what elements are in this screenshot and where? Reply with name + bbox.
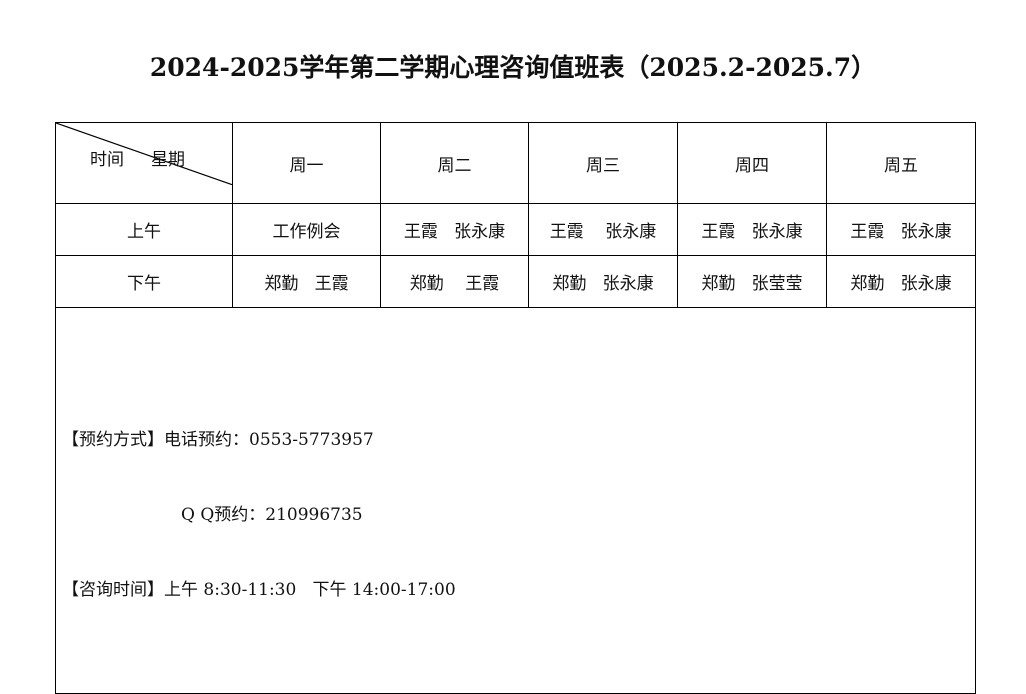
corner-cell: 时间 星期: [55, 122, 233, 204]
phone-booking: 电话预约：0553-5773957: [164, 430, 374, 450]
duty-cell: 王霞 张永康: [528, 203, 678, 256]
day-header: 周四: [677, 122, 827, 204]
duty-cell: 王霞 张永康: [380, 203, 529, 256]
table-row: 下午 郑勤 王霞 郑勤 王霞 郑勤 张永康 郑勤 张莹莹 郑勤 张永康: [55, 255, 976, 308]
consult-hours: 上午 8:30-11:30 下午 14:00-17:00: [164, 580, 456, 600]
duty-cell: 郑勤 王霞: [380, 255, 529, 308]
qq-booking: Q Q预约：210996735: [181, 505, 363, 525]
corner-label: 时间 星期: [90, 150, 186, 170]
duty-cell: 郑勤 张永康: [528, 255, 678, 308]
hours-label: 【咨询时间】: [62, 580, 164, 600]
day-header: 周二: [380, 122, 529, 204]
period-label: 下午: [55, 255, 233, 308]
page-title: 2024-2025学年第二学期心理咨询值班表（2025.2-2025.7）: [149, 53, 877, 82]
period-label: 上午: [55, 203, 233, 256]
duty-cell: 王霞 张永康: [826, 203, 976, 256]
diagonal-line: [56, 123, 233, 185]
day-header: 周三: [528, 122, 678, 204]
duty-cell: 工作例会: [232, 203, 381, 256]
duty-cell: 郑勤 张永康: [826, 255, 976, 308]
booking-label: 【预约方式】: [62, 430, 164, 450]
info-cell: 【预约方式】电话预约：0553-5773957 Q Q预约：210996735 …: [55, 307, 976, 694]
header-row: 时间 星期 周一 周二 周三 周四 周五: [55, 122, 976, 204]
duty-cell: 郑勤 张莹莹: [677, 255, 827, 308]
day-header: 周五: [826, 122, 976, 204]
info-row: 【预约方式】电话预约：0553-5773957 Q Q预约：210996735 …: [55, 307, 976, 694]
day-header: 周一: [232, 122, 381, 204]
table-row: 上午 工作例会 王霞 张永康 王霞 张永康 王霞 张永康 王霞 张永康: [55, 203, 976, 256]
duty-cell: 王霞 张永康: [677, 203, 827, 256]
duty-cell: 郑勤 王霞: [232, 255, 381, 308]
duty-schedule-table: 时间 星期 周一 周二 周三 周四 周五 上午 工作例会 王霞 张永康 王霞 张…: [55, 122, 976, 694]
